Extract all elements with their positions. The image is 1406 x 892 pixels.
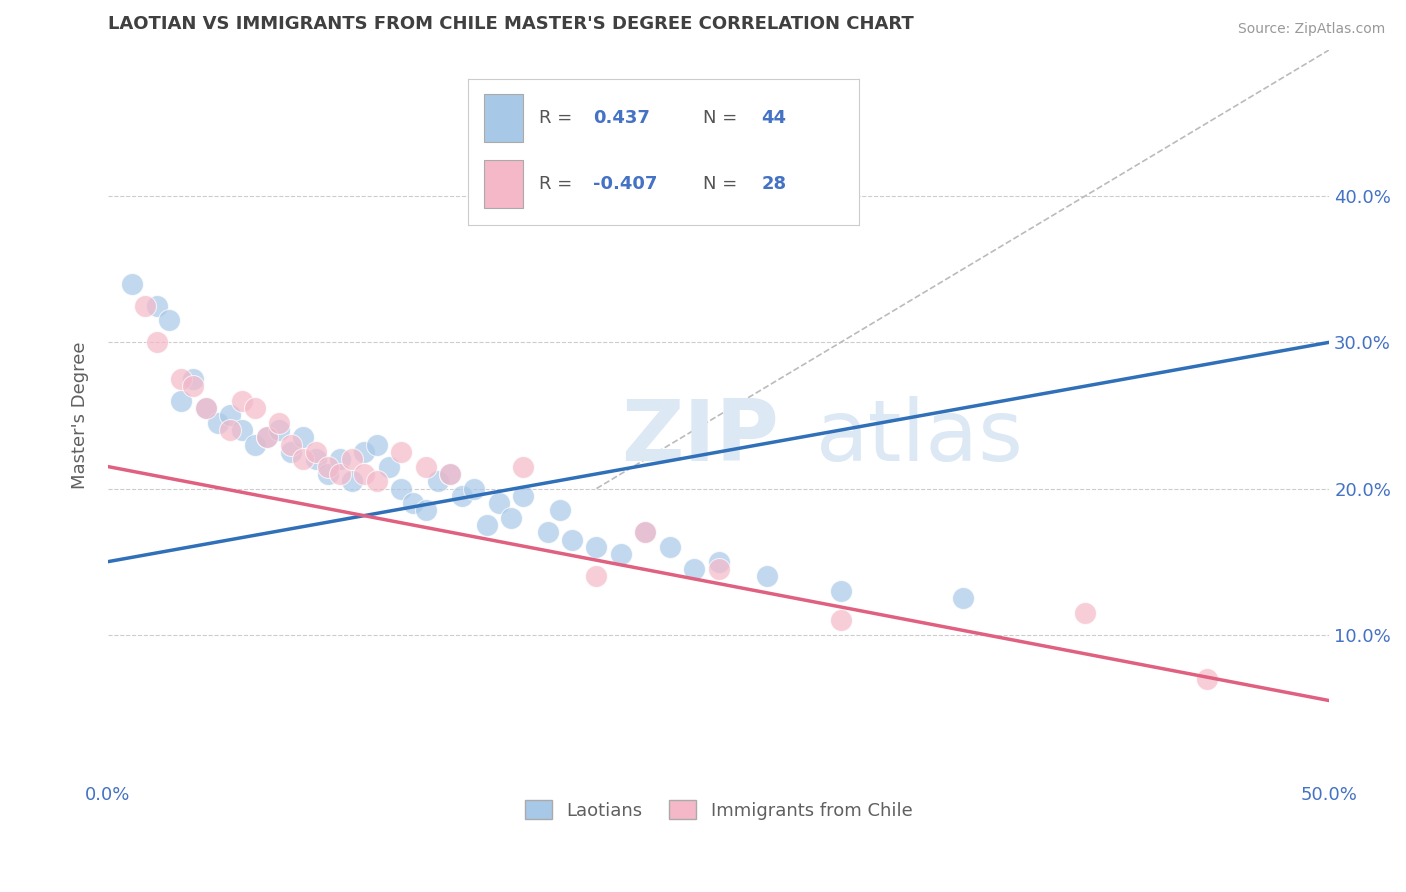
Point [658,540,681,554]
Point [548,503,571,517]
Point [353,445,375,459]
Point [146,299,169,313]
Point [292,452,315,467]
Point [243,437,266,451]
Point [256,430,278,444]
Point [683,562,706,576]
Point [304,452,326,467]
Text: Source: ZipAtlas.com: Source: ZipAtlas.com [1237,22,1385,37]
Point [146,335,169,350]
Point [463,482,485,496]
Point [329,452,352,467]
Point [342,452,364,467]
Point [219,409,242,423]
Point [183,372,205,386]
Point [499,510,522,524]
Point [634,525,657,540]
Point [231,393,253,408]
Point [134,299,156,313]
Point [316,467,339,481]
Point [207,416,229,430]
Point [415,459,437,474]
Point [157,313,180,327]
Point [634,525,657,540]
Point [267,423,290,437]
Point [353,467,375,481]
Text: LAOTIAN VS IMMIGRANTS FROM CHILE MASTER'S DEGREE CORRELATION CHART: LAOTIAN VS IMMIGRANTS FROM CHILE MASTER'… [108,15,914,33]
Point [316,459,339,474]
Point [707,555,730,569]
Point [219,423,242,437]
Point [426,474,449,488]
Point [194,401,217,416]
Point [439,467,461,481]
Point [121,277,143,291]
Text: ZIP: ZIP [621,396,779,479]
Point [415,503,437,517]
Point [304,445,326,459]
Point [280,437,302,451]
Point [610,547,633,561]
Point [170,393,193,408]
Point [475,518,498,533]
Point [292,430,315,444]
Point [329,467,352,481]
Point [366,474,388,488]
Point [512,489,534,503]
Point [280,445,302,459]
Point [1197,672,1219,686]
Point [488,496,510,510]
Point [231,423,253,437]
Point [243,401,266,416]
Point [1074,606,1097,620]
Point [439,467,461,481]
Point [585,540,607,554]
Point [512,459,534,474]
Point [389,482,412,496]
Point [707,562,730,576]
Point [170,372,193,386]
Y-axis label: Master's Degree: Master's Degree [72,342,89,489]
Point [342,474,364,488]
Point [267,416,290,430]
Point [830,613,852,627]
Point [389,445,412,459]
Point [256,430,278,444]
Legend: Laotians, Immigrants from Chile: Laotians, Immigrants from Chile [517,793,920,827]
Point [537,525,560,540]
Point [756,569,779,583]
Point [183,379,205,393]
Point [451,489,474,503]
Text: atlas: atlas [817,396,1025,479]
Point [830,583,852,598]
Point [585,569,607,583]
Point [402,496,425,510]
Point [366,437,388,451]
Point [561,533,583,547]
Point [194,401,217,416]
Point [378,459,401,474]
Point [952,591,974,606]
